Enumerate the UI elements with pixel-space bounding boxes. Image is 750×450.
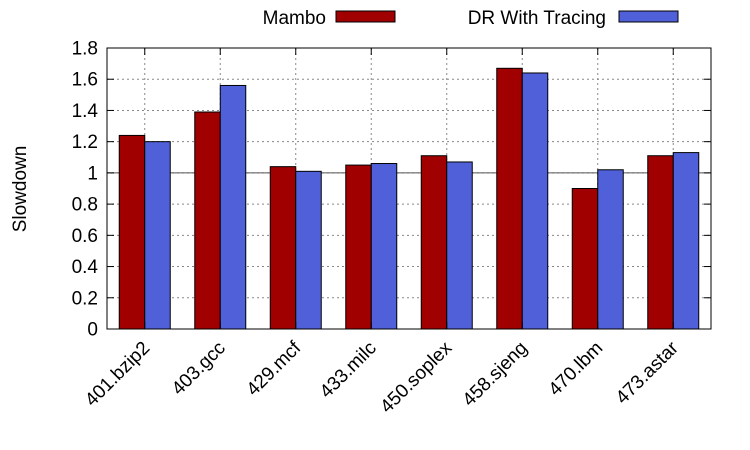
bar-mambo [118, 134, 146, 330]
bar-dr-with-tracing [597, 169, 624, 330]
bar-mambo [194, 111, 221, 330]
bar-mambo [571, 188, 599, 330]
x-tick-label: 401.bzip2 [81, 338, 154, 411]
bar-dr-with-tracing [295, 170, 322, 330]
bars [118, 67, 700, 330]
y-tick-label: 1.6 [72, 70, 98, 91]
y-axis-label: Slowdown [10, 146, 31, 233]
bar-dr-with-tracing [370, 163, 398, 330]
bar-mambo [496, 67, 523, 330]
legend-label-dr-with-tracing: DR With Tracing [468, 8, 606, 29]
y-tick-label: 1.4 [72, 101, 99, 122]
y-tick-label: 0.2 [72, 288, 98, 309]
y-tick-label: 0.4 [72, 257, 99, 278]
y-tick-label: 0.8 [72, 195, 98, 216]
bar-dr-with-tracing [446, 161, 473, 330]
plot-frame [106, 47, 712, 330]
y-tick-label: 1 [87, 163, 98, 184]
bar-mambo [420, 155, 448, 330]
bar-mambo [647, 155, 674, 330]
y-tick-label: 0 [87, 320, 98, 341]
legend-label-mambo: Mambo [263, 8, 326, 29]
x-tick-label: 458.sjeng [459, 338, 532, 411]
x-tick-label: 403.gcc [168, 338, 230, 400]
bar-dr-with-tracing [219, 84, 247, 330]
bar-dr-with-tracing [672, 152, 700, 330]
legend-swatch-mambo [335, 10, 396, 23]
y-tick-label: 0.6 [72, 226, 98, 247]
bar-mambo [269, 166, 297, 330]
x-tick-label: 450.soplex [376, 337, 456, 417]
x-tick-label: 473.astar [612, 337, 683, 408]
y-tick-label: 1.8 [72, 39, 98, 60]
x-tick-label: 429.mcf [243, 337, 306, 400]
x-tick-label: 433.milc [316, 338, 381, 403]
bar-dr-with-tracing [521, 72, 549, 330]
y-axis-ticks: 0 0.2 0.4 0.6 0.8 1 1.2 1.4 1.6 1.8 [72, 39, 711, 341]
legend-swatch-dr-with-tracing [618, 10, 679, 23]
legend: Mambo DR With Tracing [263, 8, 679, 29]
bar-mambo [345, 164, 372, 330]
y-tick-label: 1.2 [72, 132, 98, 153]
bar-dr-with-tracing [144, 141, 171, 330]
x-tick-label: 470.lbm [545, 338, 608, 401]
